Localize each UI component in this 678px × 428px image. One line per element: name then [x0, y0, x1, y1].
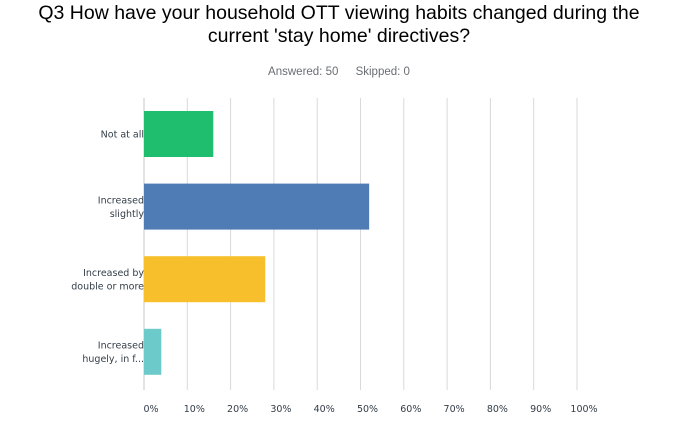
category-label: Not at all — [101, 130, 144, 141]
response-summary: Answered: 50 Skipped: 0 — [0, 66, 678, 78]
x-tick-label: 0% — [143, 404, 158, 415]
question-title: Q3 How have your household OTT viewing h… — [0, 2, 678, 48]
x-tick-label: 70% — [444, 404, 465, 415]
bar — [144, 256, 266, 303]
question-title-line-1: Q3 How have your household OTT viewing h… — [38, 2, 640, 24]
question-title-line-2: current 'stay home' directives? — [207, 25, 471, 47]
answered-count: Answered: 50 — [268, 66, 339, 78]
x-tick-label: 50% — [357, 404, 378, 415]
category-label: hugely, in f... — [82, 354, 144, 365]
bar — [144, 183, 370, 230]
category-label: slightly — [110, 209, 145, 220]
category-label: Increased — [98, 341, 144, 352]
x-tick-label: 30% — [270, 404, 291, 415]
x-tick-label: 80% — [487, 404, 508, 415]
bar — [144, 111, 214, 157]
skipped-count: Skipped: 0 — [355, 66, 410, 78]
x-tick-label: 60% — [400, 404, 421, 415]
category-label: Increased — [98, 195, 144, 206]
x-tick-label: 100% — [570, 404, 597, 415]
x-tick-label: 90% — [530, 404, 551, 415]
x-tick-label: 10% — [184, 404, 205, 415]
bar — [144, 328, 162, 375]
x-tick-label: 40% — [314, 404, 335, 415]
x-tick-label: 20% — [227, 404, 248, 415]
category-label: double or more — [71, 281, 144, 292]
category-label: Increased by — [83, 268, 144, 279]
